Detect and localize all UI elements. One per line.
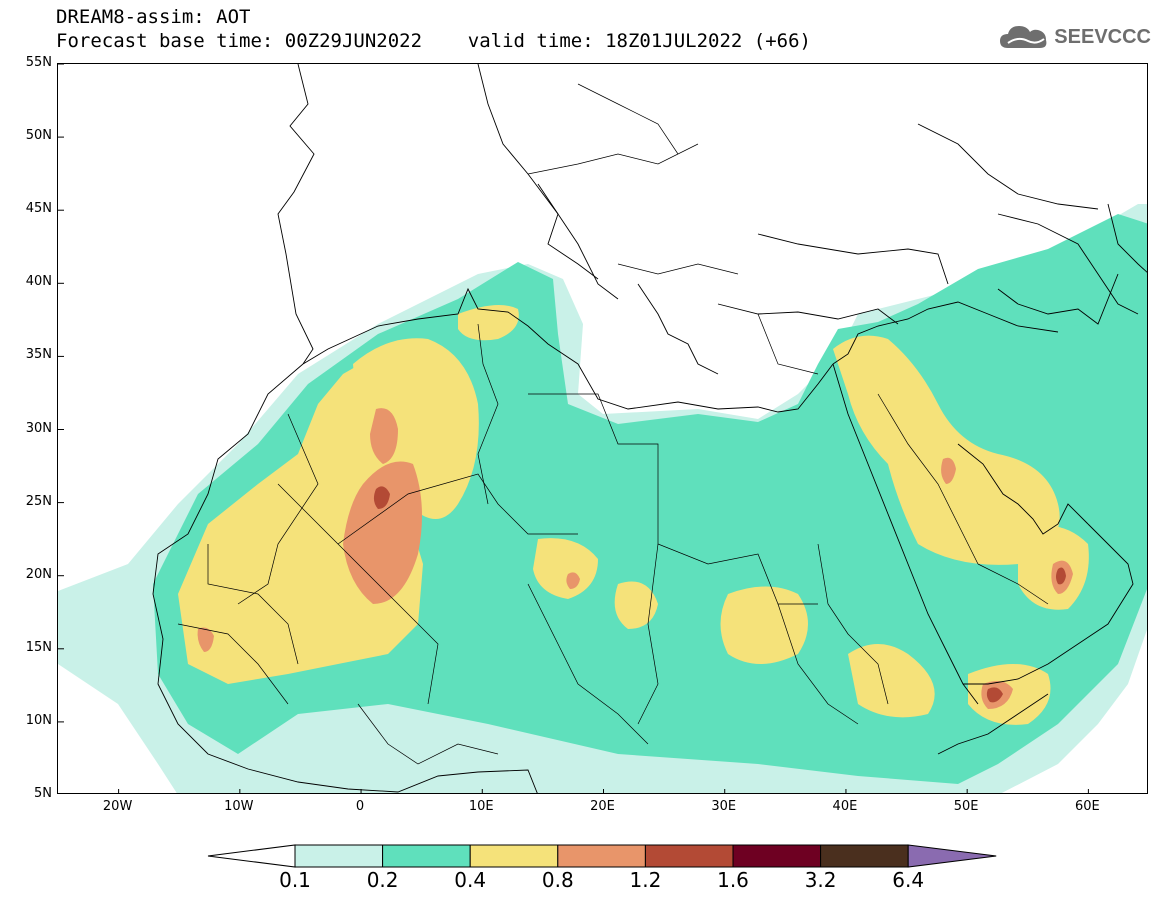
lon-tick-label: 40E <box>832 799 858 814</box>
coastlines <box>152 64 1147 793</box>
aot-map <box>58 64 1147 793</box>
lat-tick-label: 35N <box>25 347 52 363</box>
lat-tick-label: 45N <box>25 201 52 217</box>
lon-tick-label: 0 <box>355 799 365 814</box>
lat-tick-label: 10N <box>25 712 52 728</box>
legend-value-label: 0.1 <box>279 868 311 892</box>
cloud-icon <box>1000 26 1047 48</box>
legend-value-label: 3.2 <box>804 868 837 892</box>
forecast-time-line: Forecast base time: 00Z29JUN2022 valid t… <box>56 30 811 52</box>
lat-tick-label: 20N <box>25 566 52 582</box>
lat-tick-label: 30N <box>25 420 52 436</box>
legend-color-box <box>294 844 384 868</box>
lon-tick-label: 20E <box>590 799 615 814</box>
lat-tick-label: 55N <box>25 55 52 70</box>
logo-text: SEEVCCC <box>1054 25 1151 48</box>
lat-tick-label: 25N <box>25 493 52 509</box>
map-title: DREAM8-assim: AOT <box>56 6 251 28</box>
legend-value-label: 0.2 <box>366 868 399 892</box>
legend-color-box <box>382 844 471 868</box>
legend-value-label: 1.6 <box>717 868 749 892</box>
legend-color-box <box>557 844 646 868</box>
legend-left-arrow <box>207 844 296 868</box>
legend-color-box <box>644 844 734 868</box>
legend-right-arrow <box>907 844 997 868</box>
lat-tick-label: 15N <box>25 639 52 655</box>
map-frame <box>57 63 1148 794</box>
lon-tick-label: 30E <box>711 799 737 814</box>
lat-tick-label: 5N <box>34 786 52 801</box>
legend-color-box <box>732 844 822 868</box>
seevccc-logo: SEEVCCC <box>998 22 1151 52</box>
lat-tick-label: 50N <box>25 128 52 144</box>
legend-value-label: 0.4 <box>454 868 487 892</box>
country-borders <box>177 83 1049 765</box>
lon-tick-label: 50E <box>953 799 979 814</box>
legend-value-label: 0.8 <box>541 868 574 892</box>
legend-value-label: 1.2 <box>629 868 662 892</box>
legend-color-box <box>820 844 909 868</box>
lon-tick-label: 60E <box>1074 799 1100 814</box>
lat-tick-label: 40N <box>25 274 52 290</box>
aot-field-1.2 <box>373 486 1066 703</box>
legend-value-label: 6.4 <box>892 868 925 892</box>
legend-color-box <box>469 844 559 868</box>
lon-tick-label: 10W <box>224 799 254 814</box>
lon-tick-label: 20W <box>102 799 133 814</box>
lon-tick-label: 10E <box>468 799 494 814</box>
